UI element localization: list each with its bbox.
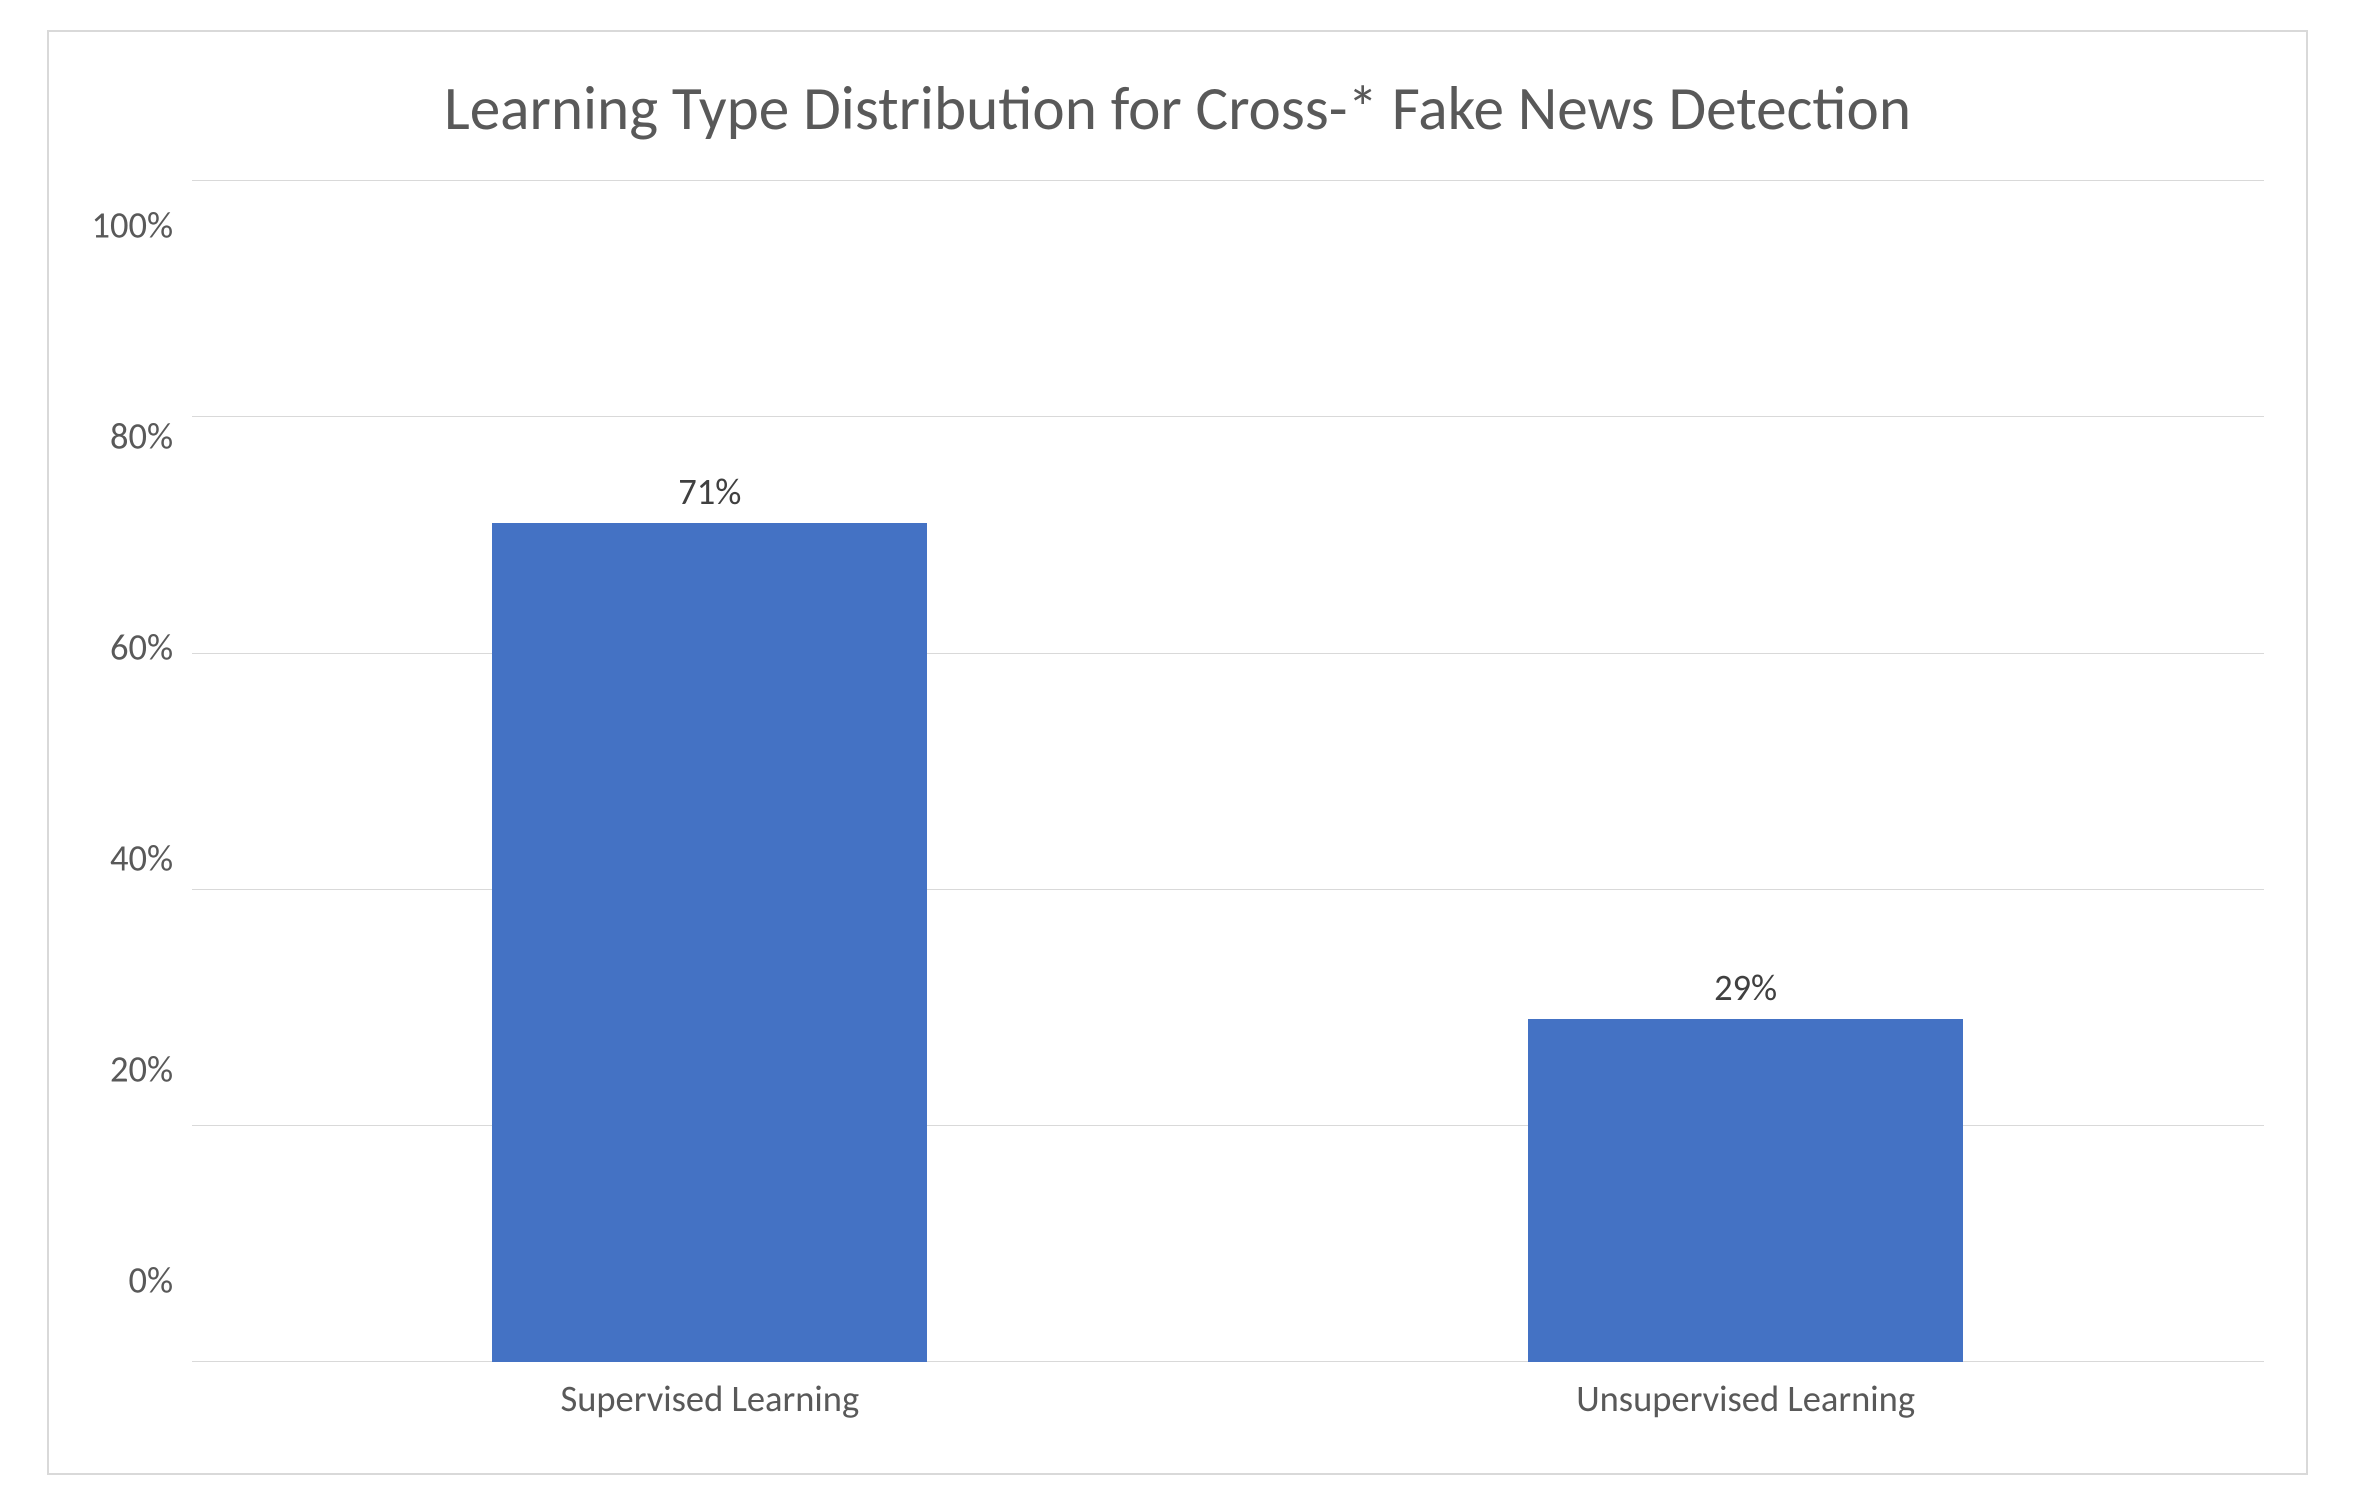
chart-title: Learning Type Distribution for Cross-* F… (178, 71, 2176, 148)
bars-layer: 71% 29% (192, 180, 2264, 1362)
y-tick: 20% (110, 1047, 173, 1092)
y-tick: 60% (110, 625, 173, 670)
y-tick: 80% (110, 414, 173, 459)
plot-area: 71% 29% (192, 180, 2264, 1362)
bar-label: 29% (1714, 965, 1777, 1019)
y-axis: 100% 80% 60% 40% 20% 0% (91, 180, 191, 1421)
y-tick: 40% (110, 836, 173, 881)
bar-slot-supervised: 71% (192, 180, 1228, 1362)
bar-unsupervised: 29% (1528, 1019, 1963, 1362)
plot-column: 71% 29% Supervised Learning Unsupervised… (192, 180, 2264, 1421)
plot-row: 100% 80% 60% 40% 20% 0% (91, 180, 2263, 1421)
y-tick: 0% (128, 1257, 173, 1302)
bar-slot-unsupervised: 29% (1228, 180, 2264, 1362)
bar-supervised: 71% (492, 523, 927, 1362)
bar-label: 71% (678, 469, 741, 523)
y-tick: 100% (91, 203, 173, 248)
x-label-supervised: Supervised Learning (192, 1376, 1228, 1421)
x-label-unsupervised: Unsupervised Learning (1228, 1376, 2264, 1421)
chart-container: Learning Type Distribution for Cross-* F… (47, 30, 2308, 1475)
x-axis: Supervised Learning Unsupervised Learnin… (192, 1376, 2264, 1421)
